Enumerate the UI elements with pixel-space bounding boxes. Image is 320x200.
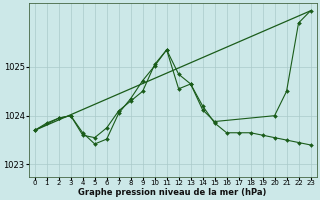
X-axis label: Graphe pression niveau de la mer (hPa): Graphe pression niveau de la mer (hPa) — [78, 188, 267, 197]
